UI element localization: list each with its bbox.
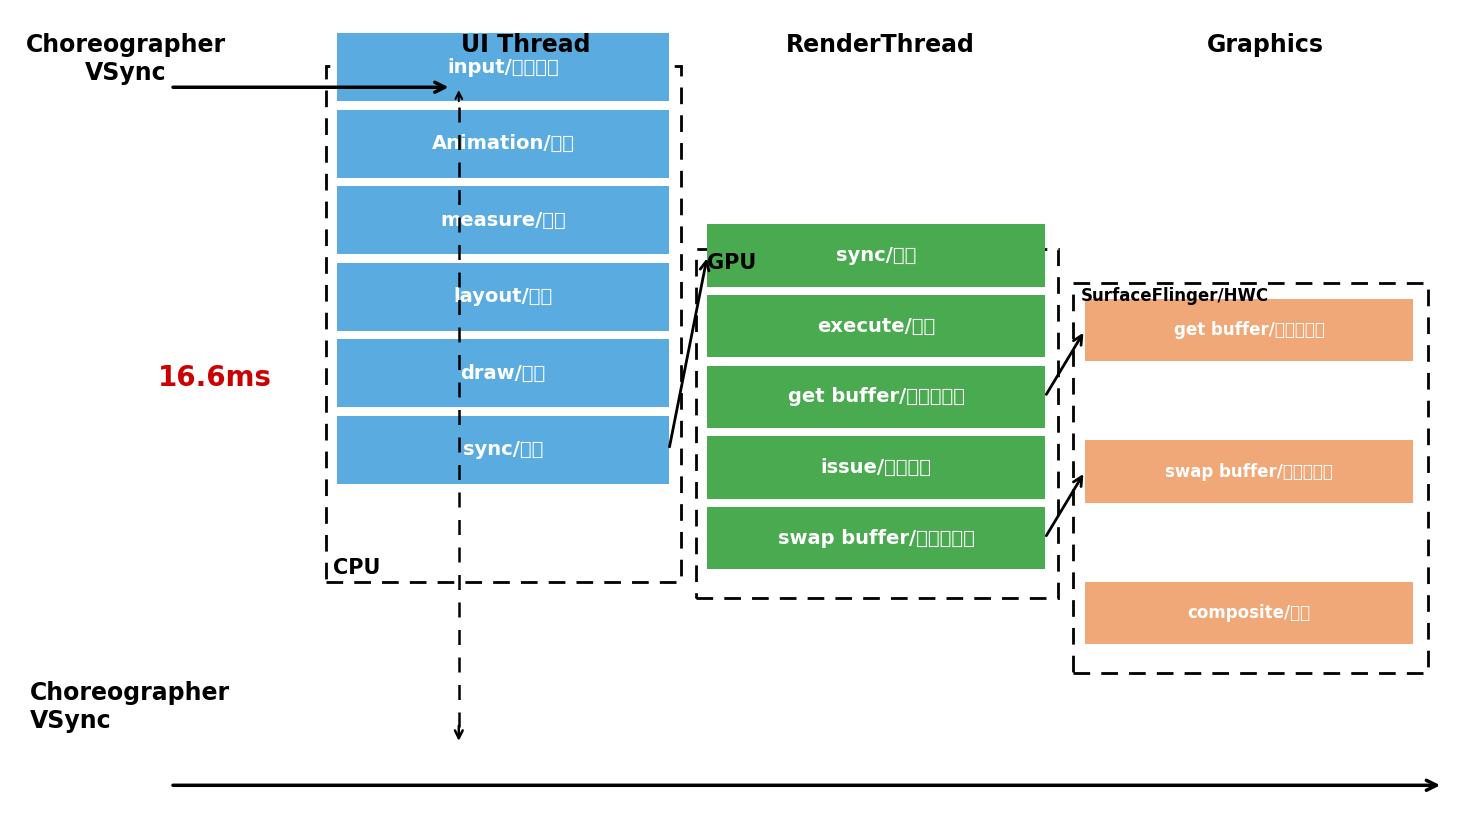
- Text: SurfaceFlinger/HWC: SurfaceFlinger/HWC: [1080, 287, 1268, 305]
- Text: sync/同步: sync/同步: [836, 246, 916, 265]
- Text: composite/合成: composite/合成: [1187, 604, 1311, 622]
- Text: get buffer/获取缓存区: get buffer/获取缓存区: [1174, 322, 1325, 339]
- Text: RenderThread: RenderThread: [786, 33, 975, 57]
- Text: execute/执行: execute/执行: [817, 317, 935, 336]
- Text: GPU: GPU: [707, 253, 756, 273]
- FancyBboxPatch shape: [337, 186, 669, 254]
- FancyBboxPatch shape: [337, 263, 669, 331]
- FancyBboxPatch shape: [707, 507, 1045, 569]
- Text: Choreographer
VSync: Choreographer VSync: [30, 681, 229, 733]
- FancyBboxPatch shape: [337, 339, 669, 407]
- Text: input/输入处理: input/输入处理: [447, 58, 559, 76]
- FancyBboxPatch shape: [1085, 299, 1413, 361]
- Text: draw/绘制: draw/绘制: [460, 364, 546, 382]
- FancyBboxPatch shape: [707, 295, 1045, 357]
- Text: Graphics: Graphics: [1206, 33, 1325, 57]
- Text: measure/测量: measure/测量: [441, 211, 565, 229]
- Text: issue/命令问题: issue/命令问题: [820, 458, 932, 477]
- FancyBboxPatch shape: [337, 33, 669, 101]
- Text: swap buffer/交换缓冲区: swap buffer/交换缓冲区: [1165, 463, 1333, 480]
- Text: layout/布局: layout/布局: [453, 288, 554, 306]
- Text: UI Thread: UI Thread: [460, 33, 591, 57]
- FancyBboxPatch shape: [1085, 440, 1413, 503]
- Text: get buffer/获取缓存区: get buffer/获取缓存区: [787, 387, 965, 406]
- FancyBboxPatch shape: [337, 416, 669, 484]
- FancyBboxPatch shape: [707, 366, 1045, 428]
- Text: CPU: CPU: [333, 558, 380, 578]
- Text: Choreographer
VSync: Choreographer VSync: [25, 33, 226, 85]
- FancyBboxPatch shape: [707, 436, 1045, 499]
- Text: Animation/动画: Animation/动画: [432, 135, 574, 153]
- Text: 16.6ms: 16.6ms: [157, 364, 272, 392]
- FancyBboxPatch shape: [337, 110, 669, 178]
- Text: swap buffer/交换缓冲区: swap buffer/交换缓冲区: [777, 529, 975, 548]
- Text: sync/同步: sync/同步: [463, 440, 543, 459]
- FancyBboxPatch shape: [1085, 582, 1413, 644]
- FancyBboxPatch shape: [707, 224, 1045, 287]
